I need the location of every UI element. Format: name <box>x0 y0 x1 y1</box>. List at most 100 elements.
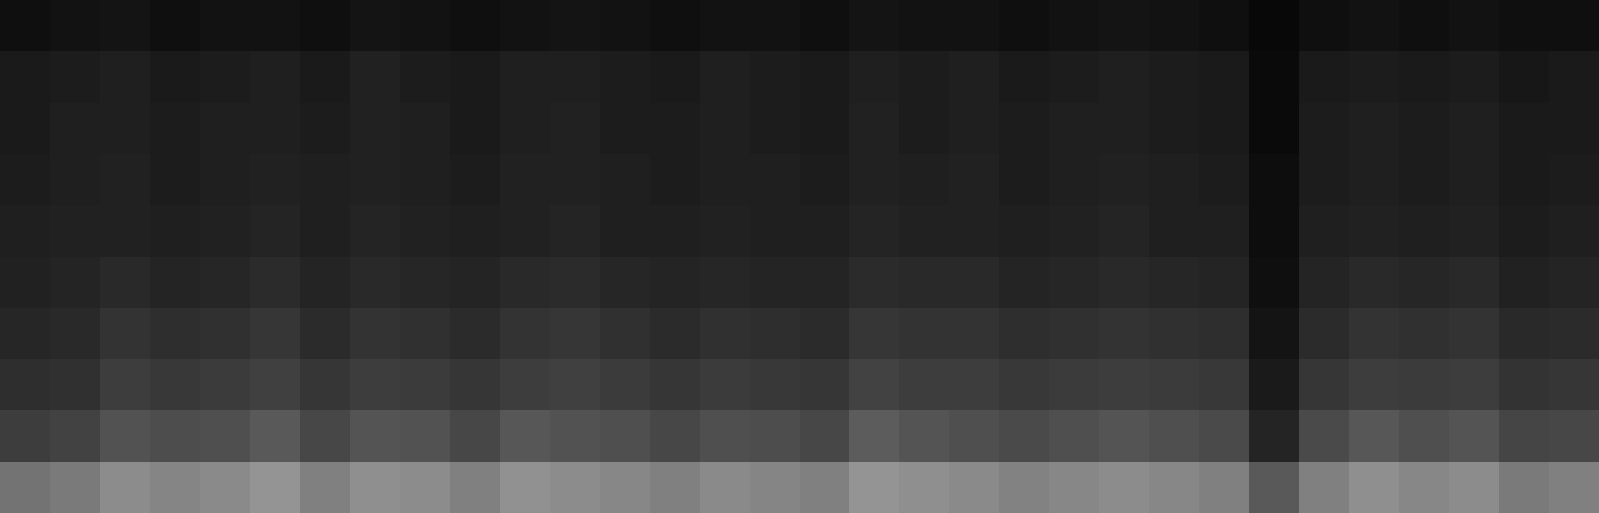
cell <box>150 359 200 410</box>
cell <box>500 410 550 462</box>
cell <box>1349 308 1399 359</box>
cell <box>999 103 1049 154</box>
cell <box>400 359 450 410</box>
cell <box>1199 462 1249 513</box>
cell <box>400 308 450 359</box>
cell <box>1149 205 1199 257</box>
cell <box>849 308 899 359</box>
cell <box>849 359 899 410</box>
cell <box>450 257 500 308</box>
cell <box>1049 103 1099 154</box>
cell <box>800 205 849 257</box>
cell <box>849 103 899 154</box>
cell <box>600 103 650 154</box>
cell <box>750 462 800 513</box>
cell <box>1499 308 1549 359</box>
cell <box>450 51 500 103</box>
cell <box>800 103 849 154</box>
cell <box>800 51 849 103</box>
cell <box>899 154 949 205</box>
cell <box>200 359 250 410</box>
cell <box>949 51 999 103</box>
cell <box>750 103 800 154</box>
cell <box>300 154 350 205</box>
cell <box>1199 205 1249 257</box>
cell <box>350 51 400 103</box>
cell <box>50 359 100 410</box>
cell <box>200 462 250 513</box>
cell <box>1499 205 1549 257</box>
cell <box>1399 359 1449 410</box>
cell <box>550 410 600 462</box>
cell <box>1299 359 1349 410</box>
cell <box>0 308 50 359</box>
cell <box>150 0 200 51</box>
cell <box>899 103 949 154</box>
cells <box>0 0 1599 513</box>
cell <box>999 308 1049 359</box>
cell <box>50 0 100 51</box>
cell <box>1049 0 1099 51</box>
cell <box>600 205 650 257</box>
cell <box>100 154 150 205</box>
cell <box>1149 257 1199 308</box>
cell <box>350 103 400 154</box>
cell <box>949 0 999 51</box>
cell <box>650 410 700 462</box>
cell <box>1499 462 1549 513</box>
cell <box>150 103 200 154</box>
cell <box>50 103 100 154</box>
cell <box>1049 154 1099 205</box>
cell <box>750 51 800 103</box>
cell <box>1199 257 1249 308</box>
cell <box>1049 410 1099 462</box>
cell <box>1199 51 1249 103</box>
cell <box>800 0 849 51</box>
cell <box>100 410 150 462</box>
cell <box>450 308 500 359</box>
cell <box>600 257 650 308</box>
cell <box>250 308 300 359</box>
cell <box>50 257 100 308</box>
cell <box>350 359 400 410</box>
cell <box>400 205 450 257</box>
cell <box>1249 257 1299 308</box>
cell <box>1099 462 1149 513</box>
cell <box>100 103 150 154</box>
cell <box>450 0 500 51</box>
cell <box>1199 308 1249 359</box>
cell <box>600 51 650 103</box>
cell <box>600 462 650 513</box>
cell <box>949 308 999 359</box>
cell <box>150 205 200 257</box>
cell <box>1299 51 1349 103</box>
cell <box>1049 257 1099 308</box>
cell <box>1449 308 1499 359</box>
cell <box>1199 0 1249 51</box>
cell <box>550 205 600 257</box>
cell <box>1499 0 1549 51</box>
cell <box>899 308 949 359</box>
cell <box>450 410 500 462</box>
cell <box>899 410 949 462</box>
cell <box>450 154 500 205</box>
cell <box>1099 308 1149 359</box>
cell <box>200 205 250 257</box>
cell <box>1299 0 1349 51</box>
cell <box>1299 205 1349 257</box>
cell <box>150 410 200 462</box>
cell <box>50 205 100 257</box>
cell <box>400 462 450 513</box>
cell <box>650 154 700 205</box>
cell <box>1399 308 1449 359</box>
cell <box>300 462 350 513</box>
cell <box>150 154 200 205</box>
cell <box>1449 205 1499 257</box>
cell <box>1299 257 1349 308</box>
cell <box>1099 205 1149 257</box>
cell <box>50 462 100 513</box>
cell <box>50 154 100 205</box>
cell <box>1349 0 1399 51</box>
cell <box>400 51 450 103</box>
cell <box>550 257 600 308</box>
